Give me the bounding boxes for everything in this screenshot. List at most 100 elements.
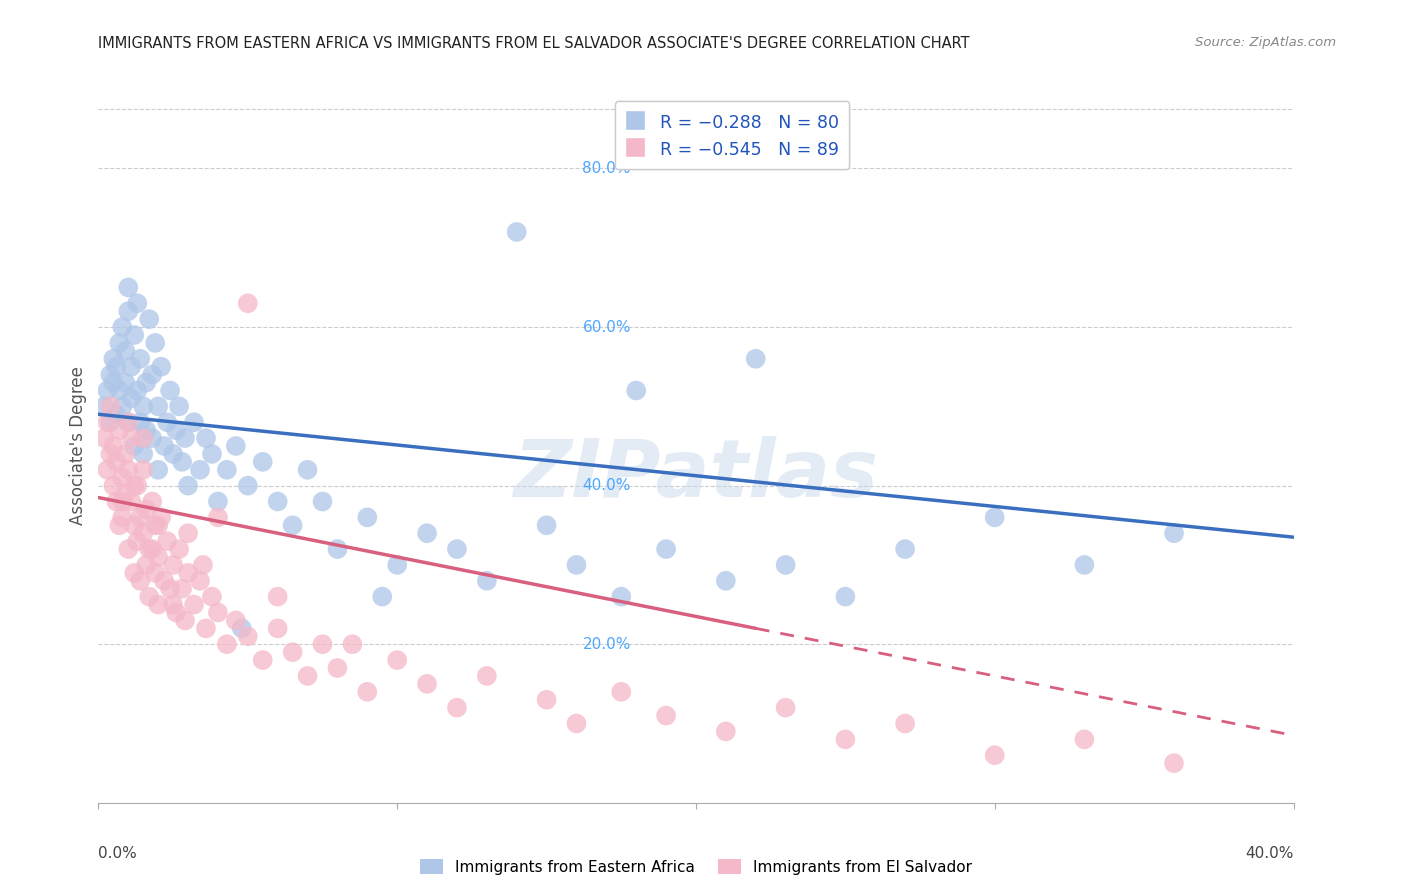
Point bbox=[225, 439, 247, 453]
Point bbox=[215, 463, 238, 477]
Point bbox=[506, 225, 529, 239]
Text: ZIPatlas: ZIPatlas bbox=[513, 435, 879, 514]
Point bbox=[475, 669, 498, 683]
Point bbox=[111, 510, 134, 524]
Point bbox=[165, 606, 187, 620]
Point bbox=[172, 582, 194, 596]
Point bbox=[177, 526, 200, 541]
Point bbox=[610, 590, 633, 604]
Point bbox=[111, 471, 134, 485]
Point bbox=[565, 716, 588, 731]
Point bbox=[124, 439, 146, 453]
Point bbox=[120, 494, 142, 508]
Point bbox=[183, 415, 205, 429]
Point bbox=[120, 392, 142, 406]
Point bbox=[148, 463, 170, 477]
Point bbox=[124, 478, 146, 492]
Point bbox=[1163, 756, 1185, 771]
Point bbox=[148, 598, 170, 612]
Point bbox=[108, 423, 131, 437]
Point bbox=[281, 645, 304, 659]
Point bbox=[143, 566, 166, 580]
Point bbox=[117, 542, 139, 557]
Point bbox=[93, 400, 115, 414]
Point bbox=[105, 407, 128, 421]
Point bbox=[191, 558, 214, 572]
Point bbox=[536, 692, 558, 706]
Point bbox=[1073, 732, 1095, 747]
Point bbox=[565, 558, 588, 572]
Point bbox=[127, 478, 149, 492]
Point bbox=[120, 431, 142, 445]
Point bbox=[215, 637, 238, 651]
Point bbox=[105, 455, 128, 469]
Point bbox=[267, 590, 290, 604]
Point bbox=[96, 463, 118, 477]
Point bbox=[225, 614, 247, 628]
Point bbox=[267, 621, 290, 635]
Point bbox=[207, 494, 229, 508]
Point bbox=[120, 359, 142, 374]
Point bbox=[93, 431, 115, 445]
Point bbox=[138, 542, 160, 557]
Point bbox=[201, 447, 224, 461]
Point bbox=[165, 423, 187, 437]
Point bbox=[135, 502, 157, 516]
Point bbox=[714, 724, 737, 739]
Point bbox=[103, 351, 125, 366]
Point bbox=[108, 518, 131, 533]
Point bbox=[143, 518, 166, 533]
Point bbox=[177, 566, 200, 580]
Point bbox=[129, 574, 152, 588]
Point bbox=[108, 335, 131, 350]
Point bbox=[159, 582, 181, 596]
Point bbox=[111, 494, 134, 508]
Point bbox=[311, 637, 333, 651]
Point bbox=[127, 384, 149, 398]
Point bbox=[114, 343, 136, 358]
Point bbox=[98, 368, 122, 382]
Text: 0.0%: 0.0% bbox=[98, 846, 138, 861]
Point bbox=[446, 542, 468, 557]
Point bbox=[124, 518, 146, 533]
Point bbox=[138, 590, 160, 604]
Point bbox=[127, 534, 149, 549]
Point bbox=[624, 384, 647, 398]
Point bbox=[114, 376, 136, 390]
Point bbox=[183, 598, 205, 612]
Point bbox=[117, 415, 139, 429]
Point bbox=[141, 368, 163, 382]
Point bbox=[188, 463, 211, 477]
Text: IMMIGRANTS FROM EASTERN AFRICA VS IMMIGRANTS FROM EL SALVADOR ASSOCIATE'S DEGREE: IMMIGRANTS FROM EASTERN AFRICA VS IMMIGR… bbox=[98, 36, 970, 51]
Point bbox=[714, 574, 737, 588]
Point bbox=[98, 447, 122, 461]
Point bbox=[194, 431, 218, 445]
Point bbox=[1163, 526, 1185, 541]
Point bbox=[1073, 558, 1095, 572]
Point bbox=[416, 526, 439, 541]
Text: 60.0%: 60.0% bbox=[582, 319, 631, 334]
Point bbox=[141, 431, 163, 445]
Point bbox=[167, 400, 190, 414]
Point bbox=[143, 335, 166, 350]
Point bbox=[98, 415, 122, 429]
Point bbox=[371, 590, 394, 604]
Point bbox=[117, 304, 139, 318]
Point bbox=[156, 534, 179, 549]
Point bbox=[834, 732, 856, 747]
Text: 40.0%: 40.0% bbox=[1246, 846, 1294, 861]
Point bbox=[135, 376, 157, 390]
Point bbox=[96, 384, 118, 398]
Point bbox=[105, 359, 128, 374]
Point bbox=[141, 494, 163, 508]
Point bbox=[148, 400, 170, 414]
Point bbox=[610, 685, 633, 699]
Point bbox=[983, 510, 1005, 524]
Point bbox=[655, 708, 678, 723]
Point bbox=[236, 296, 259, 310]
Point bbox=[105, 494, 128, 508]
Point bbox=[326, 542, 349, 557]
Point bbox=[96, 415, 118, 429]
Point bbox=[129, 351, 152, 366]
Point bbox=[132, 526, 155, 541]
